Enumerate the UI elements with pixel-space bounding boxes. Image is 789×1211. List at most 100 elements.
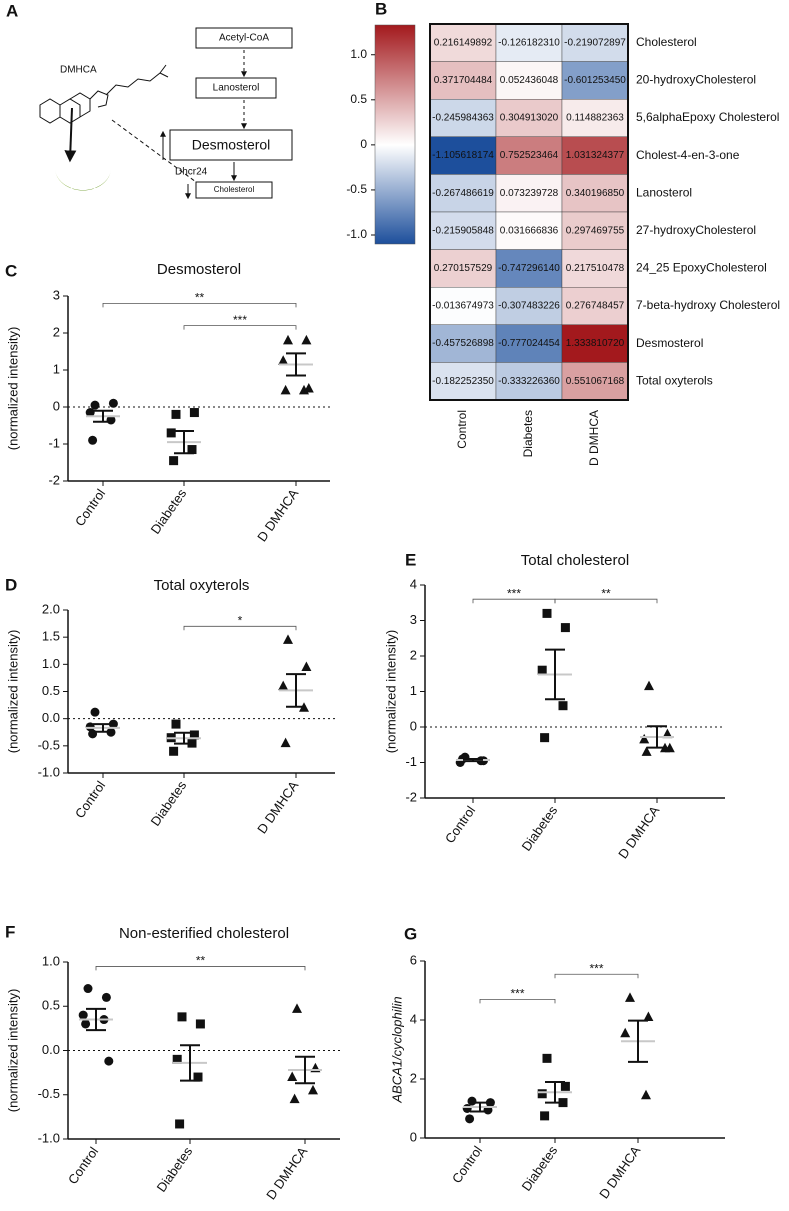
x-tick-label: Diabetes (519, 803, 561, 854)
data-point (283, 634, 293, 644)
y-tick-label: 3 (53, 287, 60, 302)
y-tick-label: -2 (405, 789, 417, 804)
colorbar-tick-label: 0 (360, 137, 367, 151)
significance-bracket (554, 973, 639, 979)
significance-bracket (95, 966, 306, 971)
error-bar (93, 723, 113, 733)
heatmap-cell (429, 324, 497, 363)
data-point (172, 1054, 182, 1064)
y-tick-label: 4 (410, 576, 417, 591)
x-tick-label: D DMHCA (254, 486, 301, 545)
x-tick-label: Diabetes (148, 778, 190, 829)
heatmap-cell (429, 249, 497, 288)
data-point (177, 1012, 187, 1022)
y-tick-label: -0.5 (38, 1086, 60, 1101)
y-tick-label: 0.5 (42, 998, 60, 1013)
data-point (664, 742, 675, 753)
data-point (289, 1093, 300, 1104)
x-tick-label: Diabetes (519, 1143, 561, 1194)
data-point (542, 608, 552, 618)
box (195, 181, 273, 199)
data-point (85, 722, 95, 732)
x-tick-label: Control (65, 1144, 101, 1187)
panel-letter: G (404, 924, 417, 943)
significance-bracket (554, 598, 658, 604)
data-point (303, 383, 314, 393)
data-point (292, 1003, 302, 1013)
y-tick-label: 3 (410, 612, 417, 627)
cell-label: -0.307483226 (498, 301, 560, 312)
data-point (620, 1027, 631, 1038)
data-point (101, 992, 111, 1002)
colorbar-tick-label: -1.0 (346, 227, 367, 241)
step: Desmosterol (192, 137, 271, 153)
cell-label: -0.747296140 (498, 263, 560, 274)
data-point (542, 1053, 552, 1063)
y-tick-label: 1.0 (42, 953, 60, 968)
data-point (175, 1119, 185, 1129)
data-point (83, 984, 93, 994)
y-tick-label: 4 (410, 1011, 417, 1026)
cell-label: 0.270157529 (434, 263, 493, 274)
panel-letter: A (6, 1, 18, 20)
y-tick-label: 1.5 (42, 629, 60, 644)
y-axis-label: (normalized intensity) (5, 989, 20, 1113)
y-tick-label: 2.0 (42, 601, 60, 616)
cell-label: -0.215905848 (432, 225, 494, 236)
y-tick-label: -1 (48, 435, 60, 450)
y-tick-label: 0.0 (42, 710, 60, 725)
row-label: Desmosterol (636, 336, 703, 350)
data-point (169, 456, 179, 466)
heatmap-cell (429, 211, 497, 250)
x-tick-label: D DMHCA (615, 803, 662, 862)
heatmap-cell (495, 249, 563, 288)
cell-label: -0.777024454 (498, 338, 560, 349)
data-point (283, 334, 293, 345)
box (169, 129, 293, 161)
y-tick-label: 0.0 (42, 1042, 60, 1057)
data-point (166, 428, 176, 438)
row-label: Cholesterol (636, 35, 697, 49)
panel-title: Total cholesterol (521, 552, 629, 569)
y-tick-label: 2 (410, 1070, 417, 1085)
row-label: 7-beta-hydroxy Cholesterol (636, 298, 780, 312)
heatmap-frame (429, 23, 629, 401)
data-point (662, 728, 673, 739)
heatmap-cell (495, 174, 563, 213)
cell-label: 0.371704484 (434, 75, 493, 86)
data-point (187, 445, 197, 455)
significance-label: * (238, 613, 243, 627)
y-tick-label: 1 (53, 361, 60, 376)
heatmap-cell (495, 136, 563, 175)
error-bar (647, 725, 667, 749)
y-axis-label: (normalized intensity) (5, 327, 20, 451)
heatmap-cell (561, 23, 629, 62)
significance-bracket (183, 325, 297, 330)
y-tick-label: 2 (53, 324, 60, 339)
data-point (81, 1019, 91, 1029)
cell-label: -0.219072897 (564, 37, 626, 48)
heatmap-cell (561, 211, 629, 250)
inhibition (111, 119, 197, 183)
y-tick-label: 0 (410, 718, 417, 733)
data-point (639, 733, 650, 744)
cell-label: -0.126182310 (498, 37, 560, 48)
data-point (88, 435, 98, 445)
x-tick-label: D DMHCA (254, 778, 301, 837)
data-point (643, 1011, 654, 1022)
x-tick-label: Control (442, 803, 478, 846)
cell-label: 0.551067168 (566, 376, 625, 387)
significance-label: ** (601, 586, 611, 600)
y-tick-label: 1.0 (42, 656, 60, 671)
data-point (278, 680, 289, 691)
row-label: Cholest-4-en-3-one (636, 148, 740, 162)
cell-label: 0.217510478 (566, 263, 625, 274)
data-point (308, 1084, 318, 1095)
y-tick-label: 1 (410, 683, 417, 698)
receptor: LXR (70, 176, 97, 191)
cell-label: -0.333226360 (498, 376, 560, 387)
cell-label: -0.457526898 (432, 338, 494, 349)
data-point (85, 408, 95, 418)
x-tick-label: Diabetes (148, 486, 190, 537)
panel-title: Non-esterified cholesterol (119, 925, 289, 942)
